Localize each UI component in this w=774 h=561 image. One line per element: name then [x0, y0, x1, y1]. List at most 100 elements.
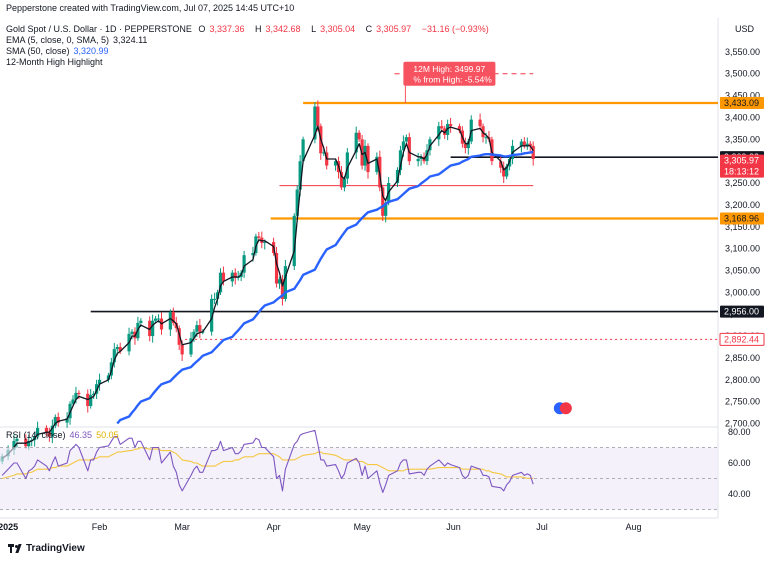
- time-tick-label: Jul: [536, 522, 548, 532]
- candle-body: [419, 156, 423, 159]
- rsi-band: [0, 447, 718, 510]
- axis-price-tag-label: 3,433.09: [724, 98, 759, 108]
- candle-body: [195, 325, 199, 332]
- candle-body: [218, 272, 223, 293]
- candle-body: [89, 395, 93, 407]
- candle-body: [339, 172, 344, 188]
- sma-50-line: [116, 150, 534, 425]
- time-tick-label: Mar: [174, 522, 190, 532]
- candle-body: [171, 312, 175, 323]
- candle-body: [313, 106, 317, 140]
- candle-body: [215, 292, 220, 299]
- candle-body: [519, 141, 523, 146]
- candle-body: [342, 178, 346, 188]
- price-tick-label: 3,350.00: [725, 134, 760, 144]
- candle-body: [528, 143, 532, 146]
- candle-body: [192, 331, 196, 339]
- candle-body: [395, 169, 400, 184]
- candle-body: [50, 425, 54, 437]
- candle-body: [242, 255, 246, 273]
- candle-body: [384, 202, 388, 216]
- candle-body: [74, 392, 78, 400]
- high-value: H 3,342.68: [255, 24, 301, 34]
- close-value: C 3,305.97: [365, 24, 412, 34]
- candle-body: [56, 416, 60, 423]
- change-value: −31.16 (−0.93%): [421, 24, 489, 34]
- high-annotation-box: [403, 61, 496, 86]
- candle-body: [168, 312, 172, 330]
- price-tick-label: 3,100.00: [725, 244, 760, 254]
- rsi-tick-label: 80.00: [728, 427, 751, 437]
- axis-price-tag-label: 18:13:12: [724, 167, 759, 177]
- candle-body: [210, 298, 214, 332]
- ohlc-line: Gold Spot / U.S. Dollar · 1D · PEPPERSTO…: [6, 24, 493, 34]
- candle-body: [106, 375, 110, 380]
- price-tick-label: 2,750.00: [725, 397, 760, 407]
- candle-body: [466, 141, 470, 149]
- candle-body: [375, 156, 379, 173]
- candle-body: [463, 143, 467, 149]
- rsi-tick-label: 60.00: [728, 458, 751, 468]
- time-tick-label: Apr: [267, 522, 281, 532]
- time-tick-label: Feb: [92, 522, 108, 532]
- price-tick-label: 2,800.00: [725, 375, 760, 385]
- candle-body: [292, 215, 296, 267]
- candle-body: [449, 124, 453, 127]
- candle-body: [156, 318, 161, 320]
- candle-body: [525, 143, 529, 146]
- price-tick-label: 3,250.00: [725, 178, 760, 188]
- candle-body: [95, 384, 99, 394]
- candle-body: [437, 126, 441, 140]
- price-tick-label: 3,500.00: [725, 69, 760, 79]
- tradingview-icon: [8, 543, 22, 554]
- candle-body: [189, 338, 193, 355]
- high-annotation-line2: % from High: -5.54%: [413, 74, 492, 84]
- time-tick-label: 2025: [0, 522, 18, 532]
- candle-body: [295, 189, 299, 216]
- axis-price-tag: [720, 305, 764, 318]
- candle-body: [233, 272, 237, 278]
- symbol-label: Gold Spot / U.S. Dollar · 1D · PEPPERSTO…: [6, 24, 192, 34]
- currency-label: USD: [735, 24, 755, 34]
- candle-body: [407, 137, 411, 162]
- price-tick-label: 2,700.00: [725, 419, 760, 429]
- rsi-legend[interactable]: RSI (14, close) 46.35 50.05: [6, 430, 119, 440]
- time-tick-label: Aug: [625, 522, 641, 532]
- candle-body: [151, 320, 155, 337]
- axis-price-tag-label: 3,305.97: [724, 156, 759, 166]
- rsi-tick-label: 40.00: [728, 489, 751, 499]
- axis-price-tag: [720, 212, 764, 225]
- candle-body: [363, 145, 367, 166]
- candle-body: [112, 349, 116, 363]
- created-by-line: Pepperstone created with TradingView.com…: [6, 3, 295, 13]
- high-annotation-line1: 12M High: 3499.97: [413, 64, 485, 74]
- price-tick-label: 3,550.00: [725, 47, 760, 57]
- candle-body: [478, 119, 482, 127]
- candle-body: [97, 379, 102, 385]
- price-tick-label: 3,400.00: [725, 112, 760, 122]
- price-tick-label: 3,050.00: [725, 265, 760, 275]
- open-value: O 3,337.36: [198, 24, 245, 34]
- candle-body: [36, 427, 40, 437]
- candle-body: [139, 320, 143, 323]
- candle-body: [428, 139, 432, 151]
- candle-body: [65, 418, 69, 423]
- candle-body: [499, 161, 503, 168]
- price-tick-label: 3,000.00: [725, 287, 760, 297]
- price-tick-label: 2,850.00: [725, 353, 760, 363]
- tradingview-logo[interactable]: TradingView: [8, 543, 85, 554]
- highlight-legend[interactable]: 12-Month High Highlight: [6, 57, 103, 67]
- candle-body: [71, 399, 75, 404]
- sma-legend[interactable]: SMA (50, close) 3,320.99: [6, 46, 109, 56]
- candle-body: [440, 126, 444, 129]
- candle-body: [47, 432, 51, 437]
- price-tick-label: 3,150.00: [725, 222, 760, 232]
- candle-body: [15, 438, 19, 441]
- candle-body: [213, 298, 217, 300]
- candle-body: [505, 166, 509, 177]
- candle-body: [301, 139, 305, 162]
- ema-legend[interactable]: EMA (5, close, 0, SMA, 5) 3,324.11: [6, 35, 148, 45]
- rsi-line: [1, 429, 534, 493]
- event-badge-red: [559, 402, 572, 415]
